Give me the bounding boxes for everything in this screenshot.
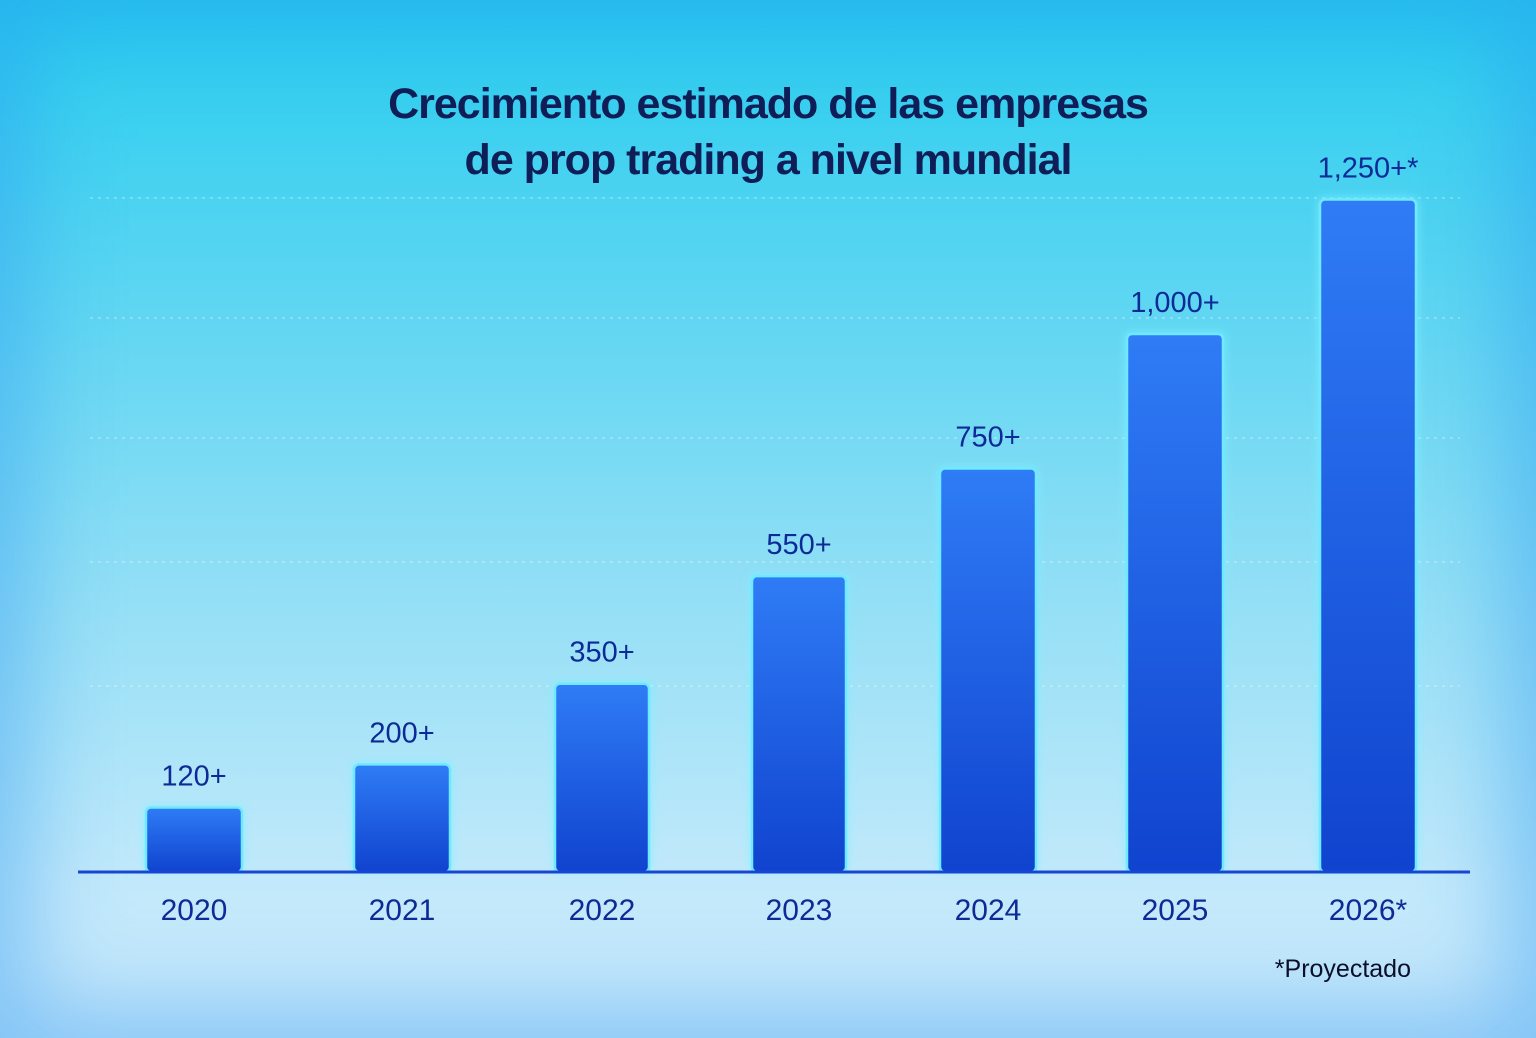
x-tick-label: 2025 <box>1142 894 1209 927</box>
x-tick-label: 2023 <box>766 894 833 927</box>
bar-group <box>749 573 849 874</box>
bar-data-label: 750+ <box>955 422 1020 454</box>
bar <box>352 763 452 874</box>
bar <box>553 682 651 874</box>
bar-data-label: 550+ <box>766 529 831 561</box>
bar-data-label: 1,250+* <box>1318 153 1419 185</box>
bar-data-label: 1,000+ <box>1130 287 1220 319</box>
x-tick-label: 2024 <box>955 894 1022 927</box>
bar-group <box>1124 331 1226 874</box>
chart-title-line-2: de prop trading a nivel mundial <box>464 136 1073 184</box>
x-tick-label: 2022 <box>569 894 636 927</box>
bar <box>750 574 848 874</box>
bar-data-label: 200+ <box>369 717 434 749</box>
chart-title-line-1: Crecimiento estimado de las empresas <box>388 80 1149 128</box>
x-tick-label: 2020 <box>161 894 228 927</box>
x-tick-label: 2026* <box>1329 894 1408 927</box>
bar-group <box>1317 196 1419 874</box>
chart-title: Crecimiento estimado de las empresas de … <box>0 76 1536 188</box>
x-tick-label: 2021 <box>369 894 436 927</box>
bar <box>938 467 1038 874</box>
bar-group <box>552 680 652 874</box>
bar <box>1125 332 1225 874</box>
bar-group <box>937 465 1039 874</box>
bar-group <box>351 761 453 874</box>
bar <box>1318 198 1418 874</box>
bar-group <box>143 804 245 874</box>
projected-footnote: *Proyectado <box>1274 955 1411 983</box>
bar <box>144 806 244 874</box>
bar-data-label: 120+ <box>161 760 226 792</box>
bar-data-label: 350+ <box>569 637 634 669</box>
